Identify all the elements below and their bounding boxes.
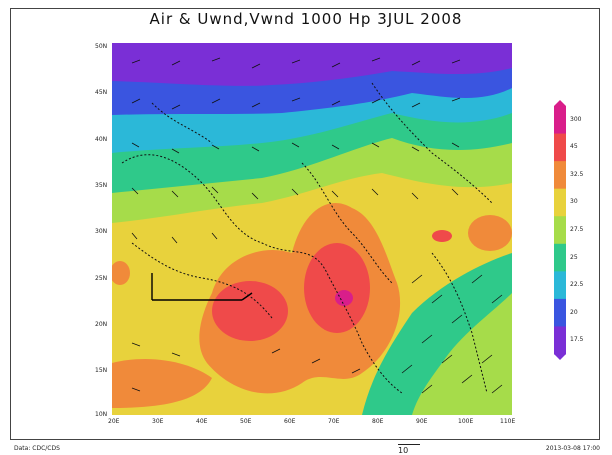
colorbar-top-arrow	[554, 100, 566, 106]
footer-source: Data: CDC/CDS	[14, 445, 60, 452]
field-green-lower	[412, 293, 512, 415]
field-orange-left	[112, 358, 212, 408]
lon-tick: 60E	[284, 418, 296, 425]
colorbar-label: 20	[570, 308, 578, 316]
colorbar-segment	[554, 106, 566, 135]
colorbar-label: 300	[570, 115, 582, 123]
lat-tick: 30N	[95, 228, 108, 235]
lon-tick: 100E	[458, 418, 474, 425]
lon-tick: 30E	[152, 418, 164, 425]
colorbar-segment	[554, 133, 566, 162]
field-orange-patch-w	[112, 261, 130, 285]
contour-map	[112, 43, 512, 415]
lat-tick: 35N	[95, 182, 108, 189]
colorbar-segment	[554, 271, 566, 300]
lat-tick: 20N	[95, 321, 108, 328]
colorbar-segment	[554, 243, 566, 272]
colorbar-label: 25	[570, 253, 578, 261]
field-red-patch-e	[432, 230, 452, 242]
colorbar-label: 30	[570, 198, 578, 206]
field-green-patch	[482, 336, 502, 360]
map-plot	[112, 43, 512, 415]
boundary-lines	[151, 273, 253, 301]
colorbar-label: 17.5	[570, 336, 584, 344]
field-magenta-core	[335, 290, 353, 306]
lat-tick: 45N	[95, 89, 108, 96]
colorbar-segment	[554, 188, 566, 217]
lon-tick: 40E	[196, 418, 208, 425]
lon-tick: 80E	[372, 418, 384, 425]
colorbar-label: 22.5	[570, 281, 584, 289]
colorbar: 300 45 32.5 30 27.5 25 22.5 20 17.5	[554, 100, 604, 364]
vector-scale-label: 10	[398, 446, 409, 455]
lat-tick: 15N	[95, 367, 108, 374]
field-red-core-west	[212, 281, 288, 341]
colorbar-segment	[554, 161, 566, 190]
lat-tick: 40N	[95, 136, 108, 143]
lon-tick: 20E	[108, 418, 120, 425]
colorbar-graphic	[554, 100, 566, 360]
lon-tick: 50E	[240, 418, 252, 425]
colorbar-label: 45	[570, 143, 578, 151]
vector-scale-bar	[398, 444, 420, 445]
lon-tick: 70E	[328, 418, 340, 425]
colorbar-segment	[554, 326, 566, 355]
field-purple-band	[112, 43, 512, 86]
field-red-core-east	[304, 243, 370, 333]
lon-tick: 110E	[500, 418, 516, 425]
colorbar-label: 32.5	[570, 170, 584, 178]
colorbar-label: 27.5	[570, 226, 584, 233]
lon-tick: 90E	[416, 418, 428, 425]
map-title: Air & Uwnd,Vwnd 1000 Hp 3JUL 2008	[149, 10, 463, 28]
colorbar-segment	[554, 298, 566, 327]
footer-timestamp: 2013-03-08 17:00	[545, 445, 600, 452]
colorbar-bottom-arrow	[554, 354, 566, 360]
coastlines	[121, 82, 493, 394]
wind-vectors	[131, 57, 503, 394]
colorbar-segment	[554, 216, 566, 245]
field-orange-patch-e	[468, 215, 512, 251]
lat-tick: 10N	[95, 411, 108, 418]
lat-tick: 25N	[95, 275, 108, 282]
lat-tick: 50N	[95, 43, 108, 50]
